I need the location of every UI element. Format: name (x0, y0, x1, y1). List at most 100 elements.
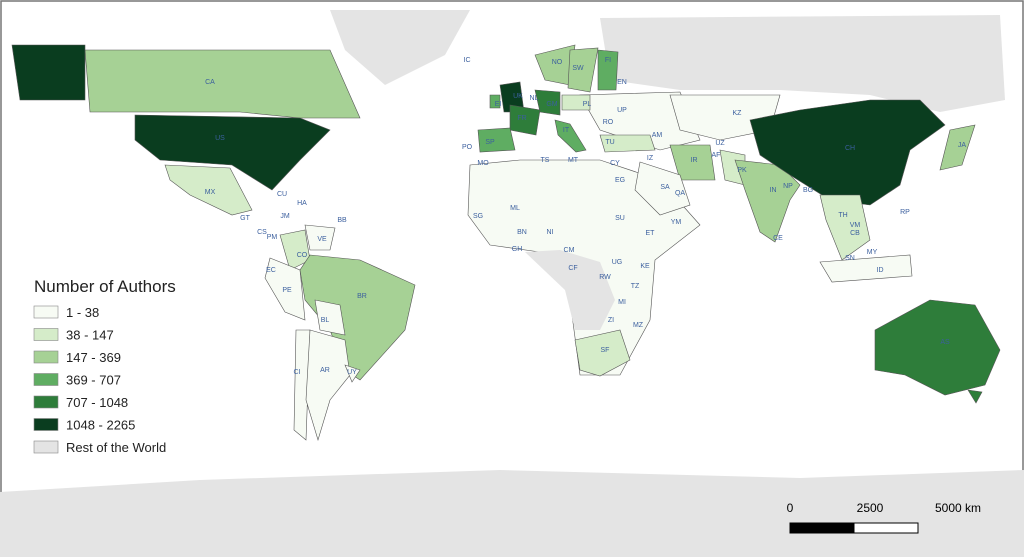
country-code: MX (205, 189, 216, 196)
country (134, 114, 331, 191)
country (264, 257, 306, 321)
country-code: SU (615, 215, 625, 222)
legend-label: 38 - 147 (66, 328, 114, 343)
country-code: EG (615, 177, 625, 184)
country-code: PK (737, 167, 747, 174)
country-code: IZ (647, 155, 654, 162)
country-code: HA (297, 200, 307, 207)
country-code: MY (867, 249, 878, 256)
country (597, 49, 619, 91)
country-code: SP (485, 139, 495, 146)
country-code: IT (563, 127, 570, 134)
country-code: MT (568, 157, 579, 164)
country-code: FI (605, 57, 611, 64)
country-code: AM (652, 132, 663, 139)
legend-swatch (33, 418, 59, 431)
country-code: PM (267, 234, 278, 241)
legend-swatch (33, 373, 59, 386)
scale-segment (853, 522, 919, 534)
legend-label: 369 - 707 (66, 373, 121, 388)
country-code: SN (845, 255, 855, 262)
legend-label: 1048 - 2265 (66, 418, 135, 433)
country-code: SW (572, 65, 584, 72)
country (939, 124, 976, 171)
country-code: BN (517, 229, 527, 236)
country-code: AS (940, 339, 950, 346)
country-code: CH (845, 145, 855, 152)
country-code: KE (640, 263, 650, 270)
country-code: IC (464, 57, 471, 64)
country-code: QA (675, 190, 685, 197)
country (534, 89, 561, 116)
country (164, 164, 253, 216)
country-code: BR (357, 293, 367, 300)
legend-swatch (33, 328, 59, 341)
country-code: BG (803, 187, 813, 194)
country (567, 47, 599, 93)
country-code: AR (320, 367, 330, 374)
scale-label: 5000 km (935, 501, 981, 515)
legend-swatch (33, 350, 59, 364)
country-code: EI (495, 101, 502, 108)
legend-swatch (33, 395, 59, 409)
country (749, 99, 946, 206)
country-code: ML (510, 205, 520, 212)
scale-segment (789, 522, 855, 534)
country (84, 49, 361, 119)
central-africa (525, 250, 615, 330)
legend-title: Number of Authors (34, 277, 176, 296)
country-code: UK (513, 93, 523, 100)
country (293, 329, 311, 441)
country (477, 127, 516, 153)
country-code: MO (477, 160, 489, 167)
country-code: UP (617, 107, 627, 114)
country-code: SA (660, 184, 670, 191)
country-code: SG (473, 213, 483, 220)
country-code: EN (617, 79, 627, 86)
country-code: UY (347, 369, 357, 376)
country (819, 254, 913, 283)
country-code: JM (280, 213, 290, 220)
country (669, 144, 716, 181)
country-code: NI (547, 229, 554, 236)
country-code: CO (297, 252, 308, 259)
country (489, 94, 501, 109)
country (967, 389, 983, 404)
country-code: RO (603, 119, 614, 126)
country-code: TU (605, 139, 614, 146)
country-code: CM (564, 247, 575, 254)
country-code: VM (850, 222, 861, 229)
country-code: TS (541, 157, 550, 164)
country-code: VE (317, 236, 327, 243)
country-code: NP (783, 183, 793, 190)
legend: Number of Authors 1 - 38 38 - 147 147 - 36… (33, 277, 176, 455)
country-code: CB (850, 230, 860, 237)
country-code: KZ (733, 110, 743, 117)
legend-label: 147 - 369 (66, 350, 121, 365)
country-code: TH (838, 212, 847, 219)
country-code: FR (517, 115, 526, 122)
country-code: ZI (608, 317, 614, 324)
country-code: BL (321, 317, 330, 324)
country (314, 299, 346, 336)
country-code: PL (583, 101, 592, 108)
russia (600, 15, 1005, 112)
country (305, 329, 351, 442)
country-code: GH (512, 246, 523, 253)
country-code: CU (277, 191, 287, 198)
country-code: CY (610, 160, 620, 167)
country-code: NO (552, 59, 563, 66)
country (819, 194, 871, 261)
country-code: EC (266, 267, 276, 274)
country (344, 364, 361, 383)
scale-label: 2500 (857, 501, 884, 515)
country-code: IR (691, 157, 698, 164)
country-code: RP (900, 209, 910, 216)
country (11, 44, 86, 101)
country (599, 134, 656, 153)
country-code: GT (240, 215, 250, 222)
country-code: BB (337, 217, 347, 224)
country-code: MI (618, 299, 626, 306)
legend-swatch (33, 440, 59, 454)
